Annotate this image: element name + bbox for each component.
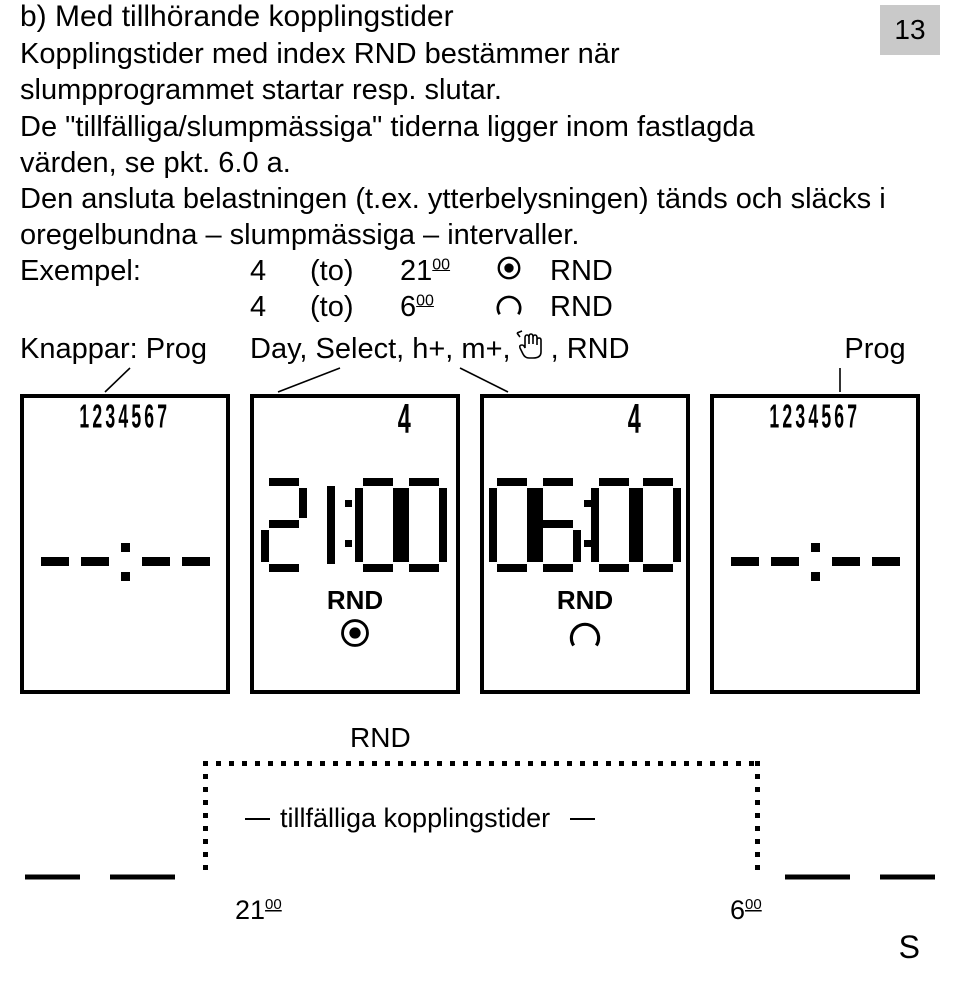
example-day: 4 <box>250 291 310 324</box>
timing-rnd-label: RND <box>350 722 411 753</box>
timing-diagram: RND tillfälliga kopplingstider 2100 600 <box>20 719 940 929</box>
off-icon <box>568 616 602 655</box>
day-single: 4 <box>627 394 640 444</box>
on-icon <box>338 616 372 655</box>
lcd-panel-4: 1234567 <box>710 394 920 694</box>
timing-right-time: 600 <box>730 895 762 924</box>
paragraph-1: Kopplingstider med index RND bestämmer n… <box>20 36 840 109</box>
knappar-middle: Day, Select, h+, m+, , RND <box>250 330 810 370</box>
lcd-panel-1: 1234567 <box>20 394 230 694</box>
example-time: 600 <box>400 291 495 324</box>
lcd-panel-2: 4 <box>250 394 460 694</box>
example-rnd: RND <box>550 255 613 288</box>
paragraph-2: De "tillfälliga/slumpmässiga" tiderna li… <box>20 109 840 182</box>
timing-left-time: 2100 <box>235 895 282 924</box>
day-row: 1234567 <box>80 397 171 436</box>
example-rnd: RND <box>550 291 613 324</box>
on-icon <box>495 254 550 290</box>
day-row: 1234567 <box>770 397 861 436</box>
section-heading: b) Med tillhörande kopplingstider <box>20 0 940 34</box>
rnd-label: RND <box>557 585 613 616</box>
paragraph-3: Den ansluta belastningen (t.ex. ytterbel… <box>20 181 940 254</box>
example-label: Exempel: <box>20 255 250 288</box>
hand-icon <box>515 330 547 370</box>
lcd-panel-3: 4 <box>480 394 690 694</box>
example-day: 4 <box>250 255 310 288</box>
example-to: (to) <box>310 291 400 324</box>
page-number-badge: 13 <box>880 5 940 55</box>
off-icon <box>495 290 550 326</box>
knappar-row: Knappar: Prog Day, Select, h+, m+, , RND… <box>20 330 940 370</box>
connector-lines <box>20 366 940 394</box>
lcd-panels: 1234567 4 <box>20 394 940 694</box>
example-to: (to) <box>310 255 400 288</box>
time-dashes <box>731 512 900 612</box>
example-time: 2100 <box>400 255 495 288</box>
time-dashes <box>41 512 210 612</box>
rnd-label: RND <box>327 585 383 616</box>
seg-time-0600 <box>489 475 681 575</box>
knappar-label: Knappar: Prog <box>20 333 250 366</box>
bottom-letter: S <box>20 929 940 966</box>
example-row-1: Exempel: 4 (to) 2100 RND <box>20 254 940 290</box>
example-row-2: 4 (to) 600 RND <box>20 290 940 326</box>
day-single: 4 <box>397 394 410 444</box>
knappar-prog: Prog <box>810 333 940 366</box>
seg-time-2100 <box>259 475 451 575</box>
timing-mid-label: tillfälliga kopplingstider <box>280 803 550 833</box>
